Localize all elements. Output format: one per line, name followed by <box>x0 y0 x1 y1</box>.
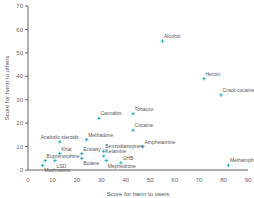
svg-text:40: 40 <box>16 73 23 79</box>
svg-text:10: 10 <box>49 177 56 183</box>
svg-text:10: 10 <box>16 144 23 150</box>
svg-text:50: 50 <box>16 50 23 56</box>
svg-text:Buprenorphine: Buprenorphine <box>47 153 80 159</box>
svg-text:30: 30 <box>98 177 105 183</box>
svg-text:Ecstasy: Ecstasy <box>83 146 101 152</box>
svg-text:Khat: Khat <box>61 146 72 152</box>
svg-text:Amphetamine: Amphetamine <box>144 139 175 145</box>
svg-text:20: 20 <box>74 177 81 183</box>
svg-text:0: 0 <box>26 177 30 183</box>
svg-text:Mushrooms: Mushrooms <box>44 167 71 173</box>
svg-text:0: 0 <box>20 167 24 173</box>
svg-text:Methadone: Methadone <box>88 132 113 138</box>
svg-text:Score for harm to users: Score for harm to users <box>107 191 170 197</box>
svg-text:Heroin: Heroin <box>206 71 221 77</box>
svg-text:50: 50 <box>147 177 154 183</box>
svg-text:LSD: LSD <box>56 162 67 169</box>
svg-text:30: 30 <box>16 97 23 103</box>
svg-text:20: 20 <box>16 120 23 126</box>
svg-text:70: 70 <box>16 3 23 9</box>
svg-text:GHB: GHB <box>122 155 134 161</box>
svg-text:40: 40 <box>122 177 129 183</box>
svg-text:Anabolic steroids: Anabolic steroids <box>41 134 80 140</box>
svg-text:Crack cocaine: Crack cocaine <box>223 87 246 93</box>
svg-text:60: 60 <box>171 177 178 183</box>
svg-text:60: 60 <box>16 27 23 33</box>
svg-text:90: 90 <box>245 177 246 183</box>
svg-text:Benzodiazepines: Benzodiazepines <box>105 143 144 150</box>
svg-text:Ketamine: Ketamine <box>105 148 126 154</box>
svg-text:80: 80 <box>220 177 227 183</box>
svg-text:Cannabis: Cannabis <box>100 110 122 116</box>
svg-text:Methamphetamine: Methamphetamine <box>230 157 246 163</box>
svg-text:Cocaine: Cocaine <box>135 122 154 128</box>
svg-text:Butane: Butane <box>83 160 99 166</box>
svg-text:Mephedrone: Mephedrone <box>108 163 136 169</box>
svg-text:70: 70 <box>196 177 203 183</box>
svg-text:Score for harm to others: Score for harm to others <box>8 56 10 121</box>
svg-text:Tobacco: Tobacco <box>135 106 154 112</box>
svg-text:Alcohol: Alcohol <box>164 33 180 39</box>
